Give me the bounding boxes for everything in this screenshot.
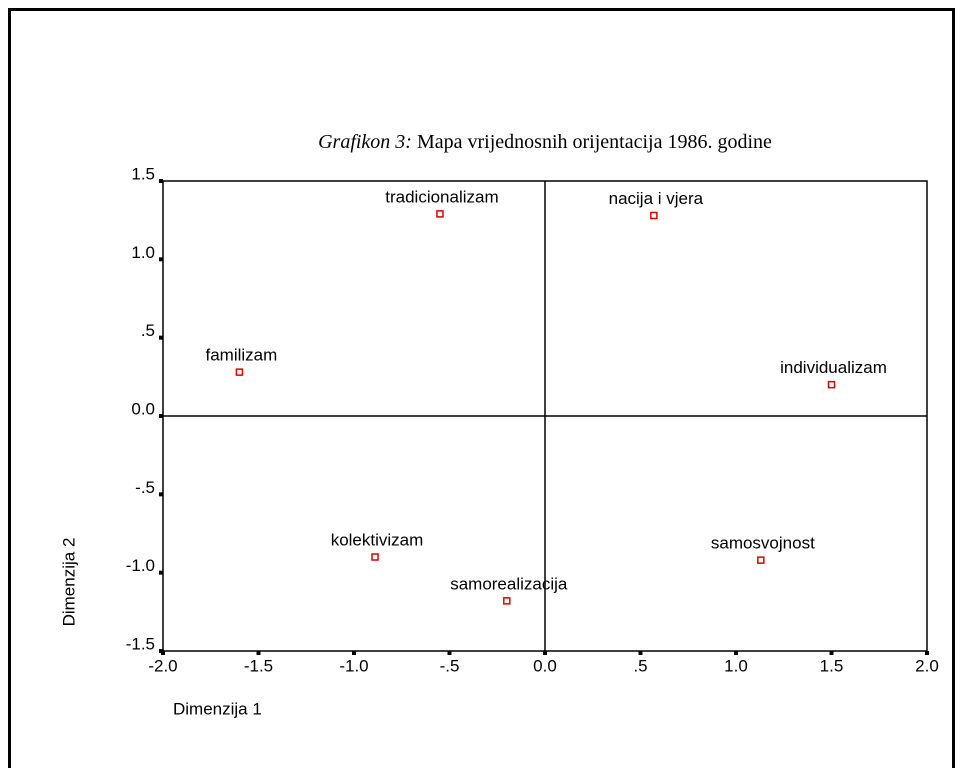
x-tick-label: -.5 bbox=[440, 656, 460, 675]
frame bbox=[8, 8, 955, 768]
point-label: kolektivizam bbox=[331, 530, 424, 549]
y-tick-label: -1.5 bbox=[126, 634, 155, 653]
title-text: Mapa vrijednosnih orijentacija 1986. god… bbox=[417, 131, 772, 153]
y-tick-label: 1.5 bbox=[131, 164, 155, 183]
point bbox=[436, 210, 444, 218]
point bbox=[827, 380, 836, 389]
point-label: samorealizacija bbox=[450, 574, 568, 593]
point bbox=[371, 553, 379, 561]
y-tick-label: -1.0 bbox=[126, 556, 155, 575]
y-tick-label: .5 bbox=[141, 321, 155, 340]
x-tick-label: -1.5 bbox=[244, 656, 273, 675]
x-tick-label: 1.5 bbox=[820, 656, 844, 675]
x-tick-label: 2.0 bbox=[915, 656, 939, 675]
point bbox=[235, 368, 244, 376]
point bbox=[503, 597, 511, 605]
x-tick-label: -2.0 bbox=[148, 656, 177, 675]
title-prefix: Grafikon 3: bbox=[318, 131, 412, 153]
x-tick-label: 1.0 bbox=[724, 656, 748, 675]
point-label: individualizam bbox=[780, 358, 887, 377]
y-tick-label: -.5 bbox=[135, 478, 155, 497]
y-tick-label: 0.0 bbox=[131, 399, 155, 418]
x-tick-label: 0.0 bbox=[533, 656, 557, 675]
x-tick-label: -1.0 bbox=[339, 656, 368, 675]
x-tick-label: .5 bbox=[633, 656, 647, 675]
x-axis-label: Dimenzija 1 bbox=[173, 699, 262, 718]
y-axis-label: Dimenzija 2 bbox=[59, 538, 78, 627]
point-label: familizam bbox=[206, 346, 278, 365]
point bbox=[757, 556, 765, 564]
point-label: tradicionalizam bbox=[385, 187, 498, 206]
point-label: samosvojnost bbox=[711, 534, 815, 553]
point-label: nacija i vjera bbox=[609, 189, 704, 208]
point bbox=[650, 211, 658, 220]
chart-title: Grafikon 3: Mapa vrijednosnih orijentacij… bbox=[318, 131, 772, 153]
y-tick-label: 1.0 bbox=[131, 243, 155, 262]
